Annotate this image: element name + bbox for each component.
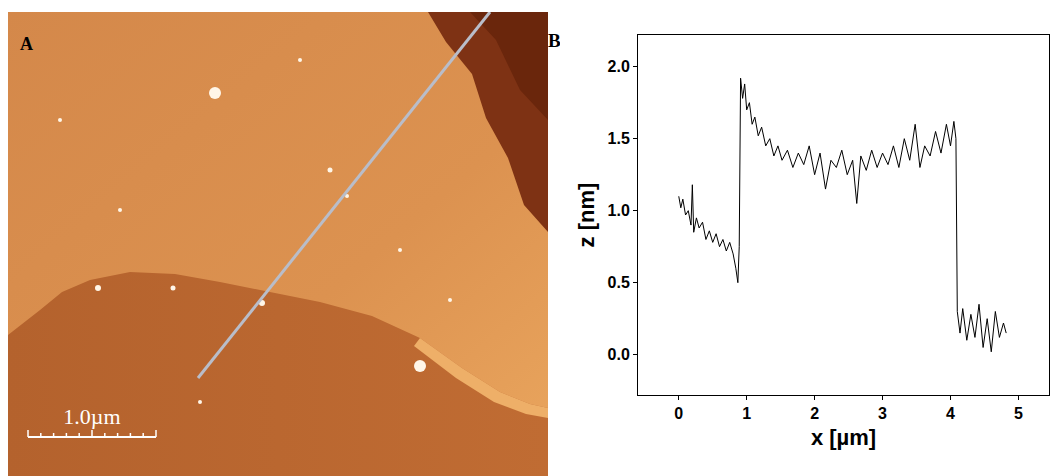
svg-text:0.0: 0.0: [608, 346, 630, 363]
svg-text:x [µm]: x [µm]: [811, 425, 876, 450]
svg-text:2.0: 2.0: [608, 58, 630, 75]
svg-text:1.5: 1.5: [608, 130, 630, 147]
svg-text:0: 0: [674, 405, 683, 422]
svg-text:3: 3: [878, 405, 887, 422]
svg-text:1: 1: [742, 405, 751, 422]
html-text:B: B: [548, 30, 561, 51]
svg-text:4: 4: [946, 405, 955, 422]
svg-text:z [nm]: z [nm]: [574, 183, 599, 248]
svg-text:1.0µm: 1.0µm: [63, 404, 120, 429]
svg-text:5: 5: [1014, 405, 1023, 422]
svg-text:A: A: [20, 34, 33, 54]
svg-text:0.5: 0.5: [608, 274, 630, 291]
svg-text:1.0: 1.0: [608, 202, 630, 219]
svg-text:2: 2: [810, 405, 819, 422]
